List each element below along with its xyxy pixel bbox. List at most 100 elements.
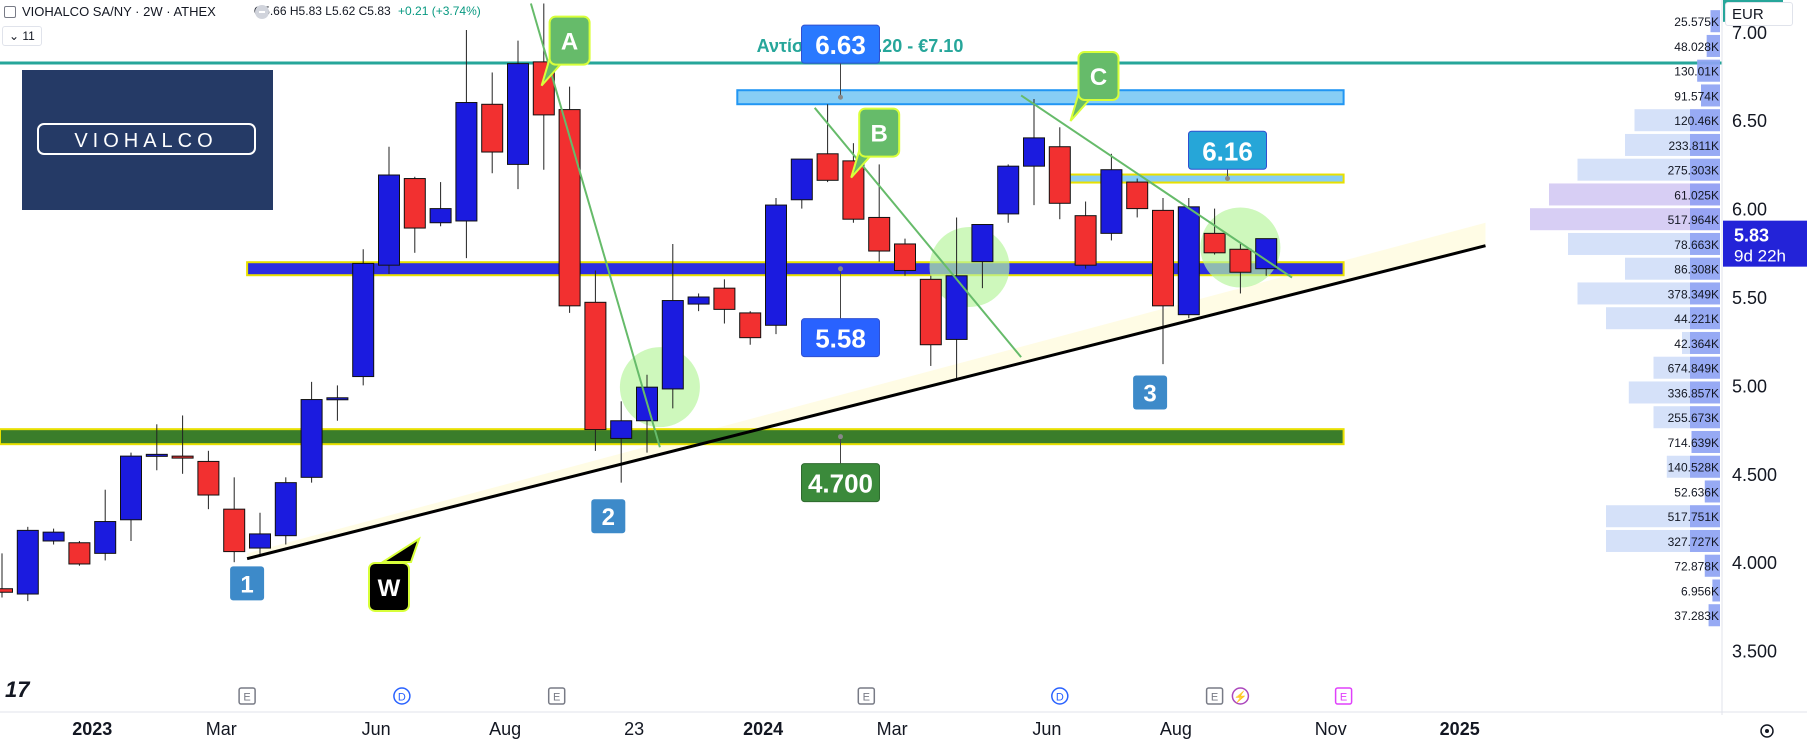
candle-body[interactable] [713, 287, 736, 310]
event-label: E [243, 692, 250, 704]
market-status-icon [255, 5, 269, 19]
candle-body[interactable] [507, 63, 529, 165]
candle-body[interactable] [120, 455, 142, 521]
event-split-icon[interactable] [1231, 687, 1250, 705]
candle-body[interactable] [481, 103, 504, 153]
volume-bar-dark [1712, 579, 1720, 602]
candle-body[interactable] [816, 153, 839, 181]
price-tick: 4.500 [1732, 465, 1777, 485]
candle-body[interactable] [868, 216, 891, 252]
volume-label: 37.283K [1674, 609, 1719, 623]
current-price-badge[interactable] [1723, 220, 1807, 267]
indicators-toggle[interactable]: ⌄ 11 [2, 26, 42, 46]
logo-background [22, 70, 273, 210]
level-4-700-band [0, 428, 1345, 446]
volume-bar-dark [1690, 232, 1720, 255]
callout-box [858, 107, 901, 158]
settings-gear-icon[interactable] [1760, 724, 1774, 738]
high-value: H5.83 [289, 4, 322, 18]
volume-label: 44.221K [1674, 312, 1719, 326]
candle-body[interactable] [661, 300, 684, 390]
candle-body[interactable] [42, 531, 65, 542]
candle-body[interactable] [223, 508, 246, 553]
price-tick: 6.00 [1732, 200, 1767, 220]
candle-body[interactable] [687, 296, 710, 305]
candle-body[interactable] [1177, 206, 1200, 316]
candle-body[interactable] [68, 542, 91, 565]
event-dividend-icon[interactable] [393, 687, 411, 705]
candle-body[interactable] [1126, 181, 1149, 210]
volume-bar-dark [1690, 183, 1720, 206]
event-earnings-icon[interactable] [547, 687, 566, 705]
candle-body[interactable] [790, 158, 813, 201]
volume-label: 275.303K [1668, 164, 1719, 178]
candle-body[interactable] [945, 275, 968, 340]
candle-body[interactable] [429, 208, 452, 224]
candle-body[interactable] [171, 455, 194, 459]
wave-tag-text: 3 [1143, 380, 1156, 407]
level-4-700-box [801, 463, 880, 503]
candle-body[interactable] [1074, 215, 1097, 266]
wave-label-B: B [850, 107, 901, 179]
volume-label: 25.575K [1674, 15, 1719, 29]
callout-tail [379, 536, 421, 563]
price-tick: 5.50 [1732, 288, 1767, 308]
candle-body[interactable] [249, 533, 271, 549]
candle-body[interactable] [894, 243, 916, 271]
volume-bar-dark [1706, 34, 1720, 57]
callout-box [1077, 51, 1120, 101]
candle-body[interactable] [1023, 137, 1045, 167]
volume-label: 517.964K [1668, 213, 1719, 227]
candle-body[interactable] [300, 399, 323, 478]
candle-body[interactable] [1229, 248, 1252, 273]
candle-body[interactable] [455, 102, 478, 222]
candle-body[interactable] [584, 301, 607, 431]
wave-tag-text: 1 [240, 571, 253, 598]
candle-body[interactable] [1100, 169, 1123, 234]
candle-body[interactable] [145, 453, 168, 457]
visibility-checkbox-icon[interactable] [4, 6, 16, 18]
time-tick: Jun [1032, 719, 1061, 739]
volume-bar-dark [1704, 480, 1720, 503]
event-earnings-future-icon[interactable] [1334, 687, 1353, 705]
event-earnings-icon[interactable] [238, 687, 256, 705]
candle-body[interactable] [378, 174, 400, 266]
volume-bar-dark [1708, 604, 1720, 627]
candle-body[interactable] [919, 278, 942, 346]
candle-body[interactable] [997, 165, 1020, 215]
price-tick: 7.00 [1732, 23, 1767, 43]
candle-body[interactable] [1203, 232, 1226, 254]
candle-body[interactable] [842, 160, 865, 220]
candle-body[interactable] [971, 224, 994, 263]
candle-body[interactable] [352, 262, 375, 378]
candle-body[interactable] [326, 397, 349, 401]
highlight-circle [619, 347, 700, 428]
symbol-title[interactable]: VIOHALCO SA/NY · 2W · ATHEX [22, 3, 216, 19]
candle-body[interactable] [274, 482, 297, 537]
downtrend-c [1020, 94, 1293, 279]
time-tick: Mar [877, 719, 908, 739]
event-earnings-icon[interactable] [857, 687, 876, 705]
volume-label: 61.025K [1674, 188, 1719, 202]
event-dividend-icon[interactable] [1051, 687, 1069, 705]
volume-label: 255.673K [1668, 411, 1719, 425]
candle-body[interactable] [0, 588, 13, 593]
candle-body[interactable] [197, 460, 220, 496]
candle-body[interactable] [1152, 209, 1174, 307]
candle-body[interactable] [403, 178, 426, 229]
time-tick: Aug [489, 719, 521, 739]
volume-label: 378.349K [1668, 287, 1719, 301]
candle-body[interactable] [16, 529, 39, 595]
currency-selector[interactable]: EUR [1725, 2, 1793, 26]
candle-body[interactable] [739, 312, 762, 339]
candle-body[interactable] [610, 420, 633, 439]
candle-body[interactable] [1048, 146, 1071, 204]
wave-label-C: C [1069, 51, 1120, 122]
candle-body[interactable] [94, 521, 117, 554]
event-earnings-icon[interactable] [1205, 687, 1224, 705]
candle-body[interactable] [765, 204, 787, 326]
callout-text: C [1090, 64, 1107, 91]
price-tick: 5.00 [1732, 376, 1767, 396]
candle-body[interactable] [558, 109, 581, 307]
